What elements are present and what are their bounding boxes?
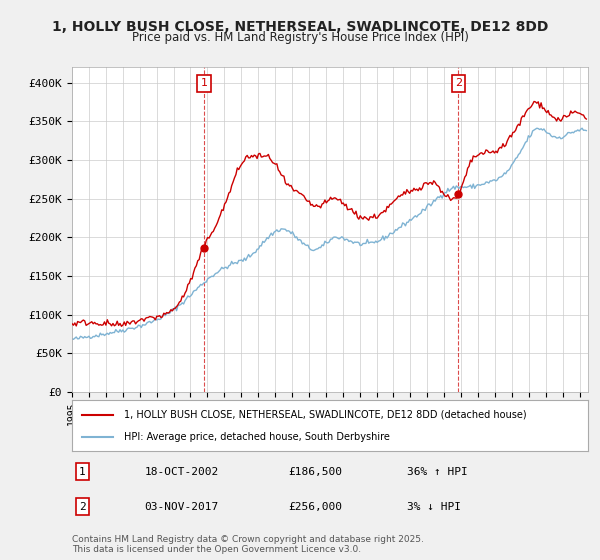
Text: 2: 2 [455, 78, 462, 88]
Text: 36% ↑ HPI: 36% ↑ HPI [407, 467, 468, 477]
Text: 1, HOLLY BUSH CLOSE, NETHERSEAL, SWADLINCOTE, DE12 8DD: 1, HOLLY BUSH CLOSE, NETHERSEAL, SWADLIN… [52, 20, 548, 34]
Text: Contains HM Land Registry data © Crown copyright and database right 2025.
This d: Contains HM Land Registry data © Crown c… [72, 535, 424, 554]
Text: Price paid vs. HM Land Registry's House Price Index (HPI): Price paid vs. HM Land Registry's House … [131, 31, 469, 44]
Text: 1: 1 [200, 78, 208, 88]
Text: 2: 2 [79, 502, 86, 512]
Text: £256,000: £256,000 [289, 502, 343, 512]
Text: 1: 1 [79, 467, 86, 477]
Text: HPI: Average price, detached house, South Derbyshire: HPI: Average price, detached house, Sout… [124, 432, 389, 442]
Text: £186,500: £186,500 [289, 467, 343, 477]
Text: 1, HOLLY BUSH CLOSE, NETHERSEAL, SWADLINCOTE, DE12 8DD (detached house): 1, HOLLY BUSH CLOSE, NETHERSEAL, SWADLIN… [124, 409, 526, 419]
Text: 18-OCT-2002: 18-OCT-2002 [144, 467, 218, 477]
Text: 3% ↓ HPI: 3% ↓ HPI [407, 502, 461, 512]
Text: 03-NOV-2017: 03-NOV-2017 [144, 502, 218, 512]
